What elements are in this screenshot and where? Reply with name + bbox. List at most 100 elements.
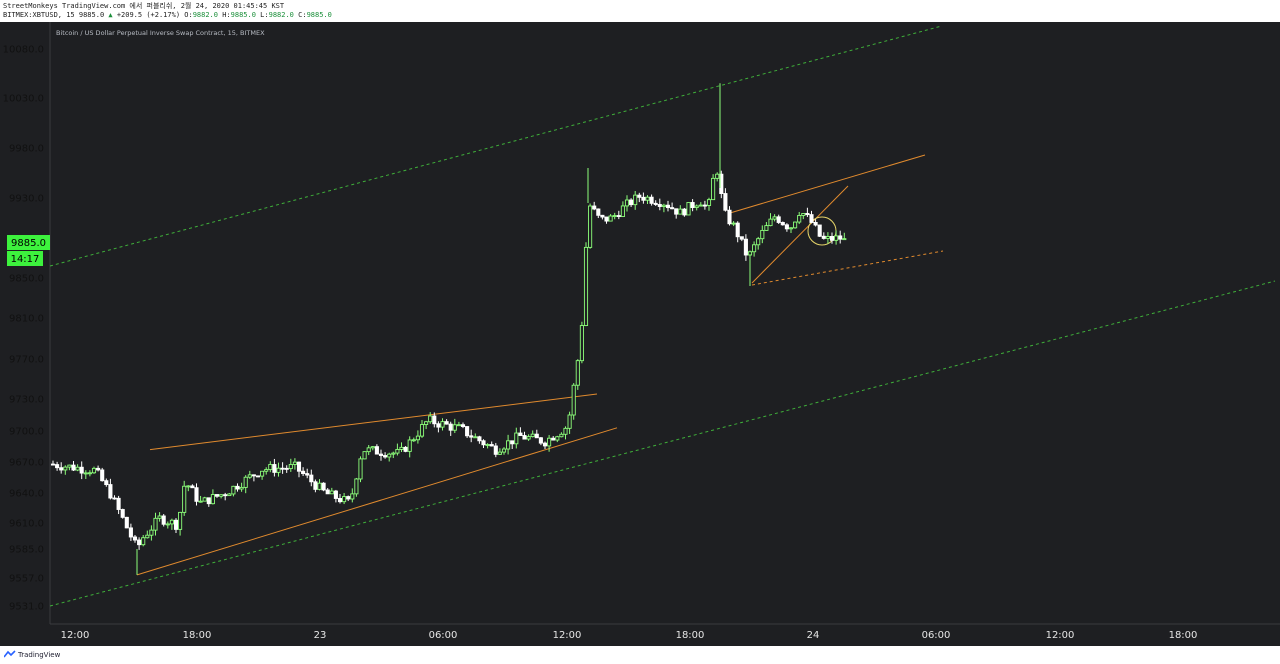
- candle-body: [116, 497, 121, 510]
- candle-body: [235, 485, 240, 490]
- high-value: 9885.0: [230, 11, 256, 19]
- candle-body: [403, 446, 408, 452]
- candle-body: [284, 467, 289, 470]
- candle-body: [838, 235, 843, 240]
- candle-body: [788, 227, 794, 230]
- time-tick-label: 06:00: [429, 630, 458, 641]
- candle-body: [752, 244, 757, 253]
- candle-body: [460, 424, 466, 428]
- time-axis[interactable]: 12:00 18:00 23 06:00 12:00 18:00 24 06:00 12:00 1…: [61, 630, 1198, 641]
- candle-body: [399, 446, 404, 450]
- candle-body: [141, 537, 146, 546]
- candle-body: [534, 433, 539, 439]
- candle-body: [411, 439, 416, 442]
- candle-body: [739, 236, 744, 240]
- publish-info: StreetMonkeys TradingView.com 에서 퍼블리쉬, 2…: [3, 2, 285, 10]
- candle-body: [79, 466, 84, 474]
- candle-body: [776, 216, 781, 223]
- price-tick-label: 9850.0: [9, 274, 44, 285]
- price-badge: 9885.0 14:17: [7, 235, 50, 266]
- change-value: +209.5 (+2.17%): [116, 11, 181, 19]
- candle-body: [547, 437, 552, 447]
- trendline[interactable]: [751, 185, 849, 284]
- price-axis[interactable]: 10080.0 10030.0 9980.0 9930.0 9850.0 9810.0 97…: [3, 45, 44, 613]
- candle-body: [588, 205, 593, 248]
- candle-body: [551, 437, 556, 441]
- candle-body: [793, 221, 798, 229]
- footer-brand[interactable]: TradingView: [4, 650, 60, 659]
- time-tick-label: 24: [807, 630, 820, 641]
- candle-body: [366, 447, 371, 453]
- candle-body: [317, 482, 322, 490]
- candle-body: [112, 497, 117, 500]
- price-tick-label: 9930.0: [9, 194, 44, 205]
- candle-body: [510, 440, 515, 445]
- candle-body: [137, 539, 142, 546]
- candle-body: [178, 511, 183, 530]
- candle-body: [440, 421, 445, 428]
- candle-body: [600, 214, 605, 218]
- candle-body: [731, 222, 736, 225]
- price-tick-label: 10080.0: [3, 45, 44, 56]
- candle-body: [391, 452, 396, 455]
- candle-body: [624, 199, 630, 207]
- footer-brand-label: TradingView: [18, 650, 61, 659]
- trendline[interactable]: [729, 154, 926, 214]
- candle-body: [571, 384, 576, 416]
- candle-body: [477, 436, 482, 442]
- candle-body: [567, 414, 572, 429]
- candle-body: [87, 472, 92, 475]
- candle-body: [55, 464, 60, 469]
- last-price: 9885.0: [78, 11, 105, 19]
- candle-body: [407, 439, 412, 452]
- candle-body: [305, 473, 310, 476]
- candle-body: [169, 519, 174, 525]
- candle-body: [563, 427, 568, 435]
- time-tick-label: 06:00: [922, 630, 951, 641]
- price-tick-label: 9700.0: [9, 427, 44, 438]
- trendline[interactable]: [49, 280, 1276, 607]
- price-tick-label: 10030.0: [3, 94, 44, 105]
- trendline[interactable]: [149, 393, 598, 451]
- time-tick-label: 12:00: [61, 630, 90, 641]
- candle-body: [465, 426, 470, 437]
- candle-body: [834, 235, 839, 241]
- trendline[interactable]: [136, 427, 618, 576]
- price-tick-label: 9557.0: [9, 574, 44, 585]
- candle-body: [231, 485, 236, 495]
- candle-body: [329, 490, 334, 495]
- candle-body: [538, 437, 543, 444]
- candle-body: [530, 433, 535, 438]
- candle-body: [481, 440, 486, 446]
- candle-body: [96, 467, 101, 471]
- candle-body: [292, 461, 297, 465]
- candle-body: [723, 193, 728, 211]
- candle-body: [387, 453, 392, 458]
- candle-body: [579, 325, 584, 362]
- candle-body: [702, 204, 707, 207]
- candle-body: [202, 497, 207, 502]
- candle-body: [374, 446, 379, 455]
- candle-body: [784, 224, 789, 230]
- candle-body: [182, 485, 187, 513]
- candle-body: [682, 208, 687, 216]
- candle-body: [686, 202, 691, 216]
- candle-body: [694, 205, 699, 208]
- candle-body: [715, 173, 720, 179]
- candle-body: [653, 202, 658, 205]
- candle-body: [493, 445, 498, 455]
- candle-body: [657, 204, 662, 207]
- candle-body: [50, 463, 56, 466]
- candle-body: [272, 464, 277, 473]
- candle-body: [153, 517, 158, 531]
- trendline[interactable]: [49, 25, 941, 267]
- candle-body: [309, 474, 314, 483]
- candle-body: [145, 534, 150, 539]
- candle-body: [760, 229, 765, 240]
- trendline[interactable]: [751, 250, 944, 286]
- close-value: 9885.0: [306, 11, 332, 19]
- candle-body: [768, 218, 773, 227]
- candle-body: [190, 485, 195, 489]
- up-arrow-icon: ▲: [108, 11, 113, 19]
